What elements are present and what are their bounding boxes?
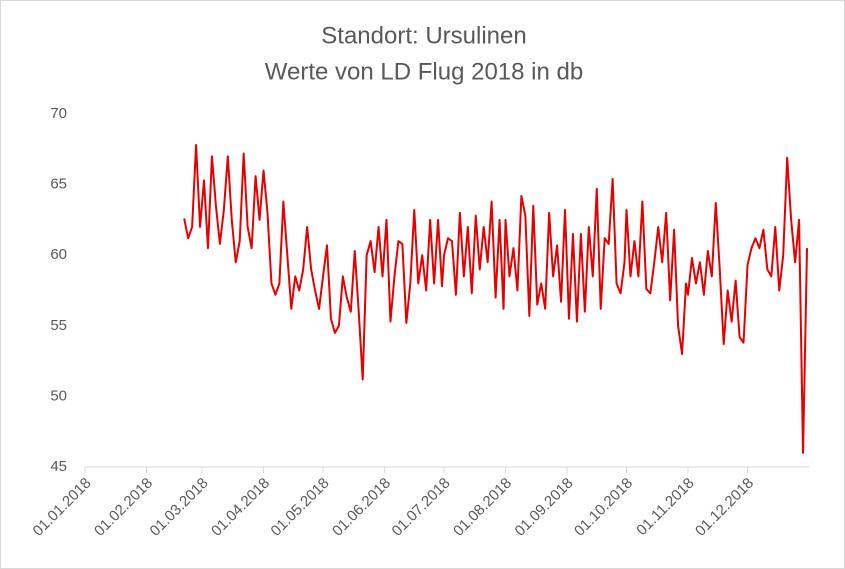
x-tick-label: 01.01.2018: [30, 475, 95, 540]
y-tick-label: 60: [50, 246, 67, 263]
y-tick-label: 55: [50, 317, 67, 334]
x-tick-label: 01.09.2018: [512, 475, 577, 540]
chart-title: Standort: Ursulinen: [321, 22, 526, 49]
x-tick-label: 01.07.2018: [389, 475, 454, 540]
x-tick-label: 01.08.2018: [450, 475, 515, 540]
x-tick-label: 01.12.2018: [692, 475, 757, 540]
y-tick-label: 65: [50, 176, 67, 193]
x-tick-label: 01.02.2018: [91, 475, 156, 540]
x-tick-label: 01.11.2018: [633, 475, 697, 539]
y-tick-label: 70: [50, 105, 67, 122]
x-tick-label: 01.03.2018: [147, 475, 212, 540]
data-line: [183, 144, 809, 454]
x-tick-label: 01.10.2018: [571, 475, 636, 540]
y-tick-label: 50: [50, 387, 67, 404]
chart-subtitle: Werte von LD Flug 2018 in db: [265, 58, 583, 85]
x-tick-label: 01.05.2018: [268, 475, 333, 540]
x-tick-label: 01.04.2018: [208, 475, 273, 540]
y-tick-label: 45: [50, 458, 67, 475]
x-tick-label: 01.06.2018: [329, 475, 394, 540]
